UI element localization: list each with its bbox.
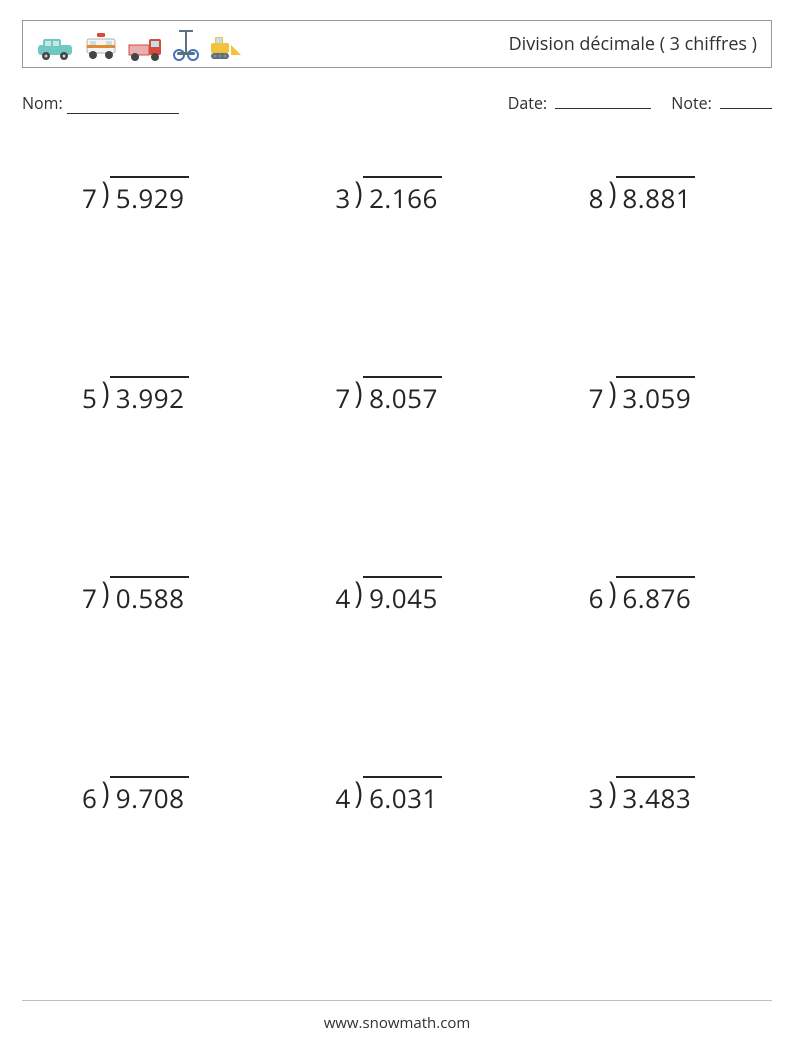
divisor: 4	[335, 776, 354, 816]
long-division-bracket-icon: )	[101, 579, 109, 605]
problem-cell: 7)5.929	[22, 154, 265, 354]
divisor: 5	[82, 376, 101, 416]
division-problem: 6)6.876	[589, 576, 696, 616]
divisor: 3	[335, 176, 354, 216]
division-problem: 4)9.045	[335, 576, 442, 616]
info-line: Nom: Date: Note:	[22, 92, 772, 114]
dividend: 6.876	[616, 576, 695, 616]
division-problem: 7)3.059	[589, 376, 696, 416]
long-division-bracket-icon: )	[608, 779, 616, 805]
long-division-bracket-icon: )	[355, 579, 363, 605]
ambulance-icon	[85, 31, 117, 61]
truck-icon	[127, 33, 163, 61]
division-problem: 7)0.588	[82, 576, 189, 616]
worksheet-title: Division décimale ( 3 chiffres )	[509, 32, 757, 56]
division-problem: 3)2.166	[335, 176, 442, 216]
dividend: 6.031	[363, 776, 442, 816]
dividend: 3.483	[616, 776, 695, 816]
problems-grid: 7)5.9293)2.1668)8.8815)3.9927)8.0577)3.0…	[22, 154, 772, 954]
date-label: Date:	[508, 92, 547, 114]
dividend: 8.881	[616, 176, 695, 216]
problem-cell: 4)6.031	[275, 754, 518, 954]
footer-rule	[22, 1000, 772, 1001]
division-problem: 6)9.708	[82, 776, 189, 816]
car-icon	[37, 35, 75, 61]
long-division-bracket-icon: )	[608, 379, 616, 405]
problem-cell: 3)3.483	[529, 754, 772, 954]
date-blank	[555, 108, 651, 109]
long-division-bracket-icon: )	[355, 179, 363, 205]
problem-cell: 4)9.045	[275, 554, 518, 754]
problem-cell: 6)9.708	[22, 754, 265, 954]
division-problem: 4)6.031	[335, 776, 442, 816]
problem-cell: 6)6.876	[529, 554, 772, 754]
header-box: Division décimale ( 3 chiffres )	[22, 20, 772, 68]
dividend: 3.059	[616, 376, 695, 416]
divisor: 4	[335, 576, 354, 616]
long-division-bracket-icon: )	[608, 179, 616, 205]
name-label: Nom:	[22, 92, 63, 114]
long-division-bracket-icon: )	[355, 379, 363, 405]
footer-url: www.snowmath.com	[324, 1013, 471, 1033]
problem-cell: 5)3.992	[22, 354, 265, 554]
divisor: 6	[82, 776, 101, 816]
divisor: 7	[82, 576, 101, 616]
divisor: 8	[589, 176, 608, 216]
dividend: 9.045	[363, 576, 442, 616]
division-problem: 3)3.483	[589, 776, 696, 816]
division-problem: 5)3.992	[82, 376, 189, 416]
worksheet-page: Division décimale ( 3 chiffres ) Nom: Da…	[0, 0, 794, 1053]
divisor: 7	[589, 376, 608, 416]
dividend: 5.929	[110, 176, 189, 216]
problem-cell: 7)8.057	[275, 354, 518, 554]
scooter-icon	[173, 27, 199, 61]
division-problem: 7)8.057	[335, 376, 442, 416]
long-division-bracket-icon: )	[101, 779, 109, 805]
dividend: 2.166	[363, 176, 442, 216]
footer: www.snowmath.com	[0, 999, 794, 1033]
divisor: 6	[589, 576, 608, 616]
bulldozer-icon	[209, 33, 243, 61]
divisor: 7	[82, 176, 101, 216]
name-blank	[67, 113, 179, 114]
divisor: 7	[335, 376, 354, 416]
division-problem: 8)8.881	[589, 176, 696, 216]
dividend: 8.057	[363, 376, 442, 416]
divisor: 3	[589, 776, 608, 816]
long-division-bracket-icon: )	[608, 579, 616, 605]
problem-cell: 8)8.881	[529, 154, 772, 354]
dividend: 0.588	[110, 576, 189, 616]
dividend: 9.708	[110, 776, 189, 816]
note-label: Note:	[671, 92, 712, 114]
note-blank	[720, 108, 772, 109]
division-problem: 7)5.929	[82, 176, 189, 216]
dividend: 3.992	[110, 376, 189, 416]
problem-cell: 3)2.166	[275, 154, 518, 354]
long-division-bracket-icon: )	[355, 779, 363, 805]
long-division-bracket-icon: )	[101, 179, 109, 205]
problem-cell: 7)0.588	[22, 554, 265, 754]
long-division-bracket-icon: )	[101, 379, 109, 405]
vehicle-icon-strip	[37, 27, 243, 61]
problem-cell: 7)3.059	[529, 354, 772, 554]
